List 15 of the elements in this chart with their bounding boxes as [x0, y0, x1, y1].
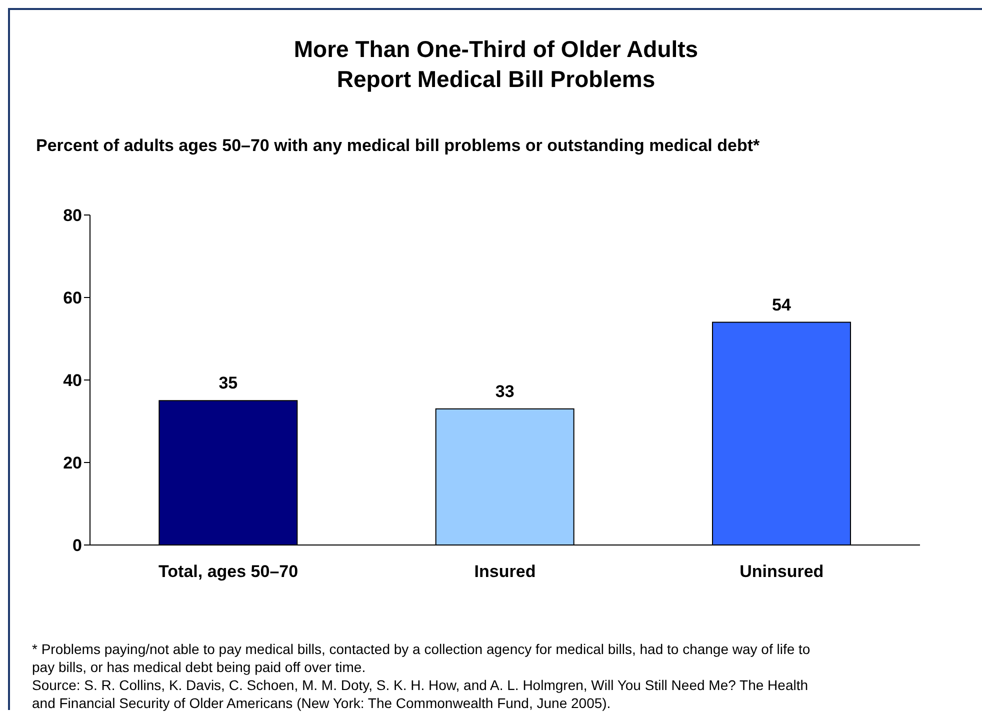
y-tick-label: 40	[63, 371, 82, 390]
y-tick-label: 20	[63, 454, 82, 473]
text: * Problems paying/not able to pay medical bills, contacted by a collection agency for medical bills, had to change way of life to pay bills, or has medical debt being paid off over time.	[32, 640, 812, 676]
source-note: Source: S. R. Collins, K. Davis, C. Schoen, M. M. Doty, S. K. H. How, and A. L. Holmgren, Will You Still Need Me? The Health and Financial Security of Older Americans (New York: The Commonwealth Fund, June 2005).	[32, 676, 810, 712]
data-label: 54	[772, 295, 792, 314]
y-tick-label: 60	[63, 288, 82, 308]
data-label: 33	[495, 382, 514, 401]
y-tick-label: 0	[72, 536, 82, 556]
x-tick-label: Insured	[474, 562, 536, 582]
x-tick-label: Uninsured	[740, 562, 824, 582]
chart-subtitle: Percent of adults ages 50–70 with any medical bill problems or outstanding medical debt*	[36, 136, 761, 156]
data-label: 35	[218, 374, 238, 393]
chart-title: More Than One-Third of Older Adults Report Medical Bill Problems	[292, 35, 700, 94]
y-tick-label: 80	[63, 206, 82, 226]
x-tick-label: Total, ages 50–70	[158, 562, 298, 582]
